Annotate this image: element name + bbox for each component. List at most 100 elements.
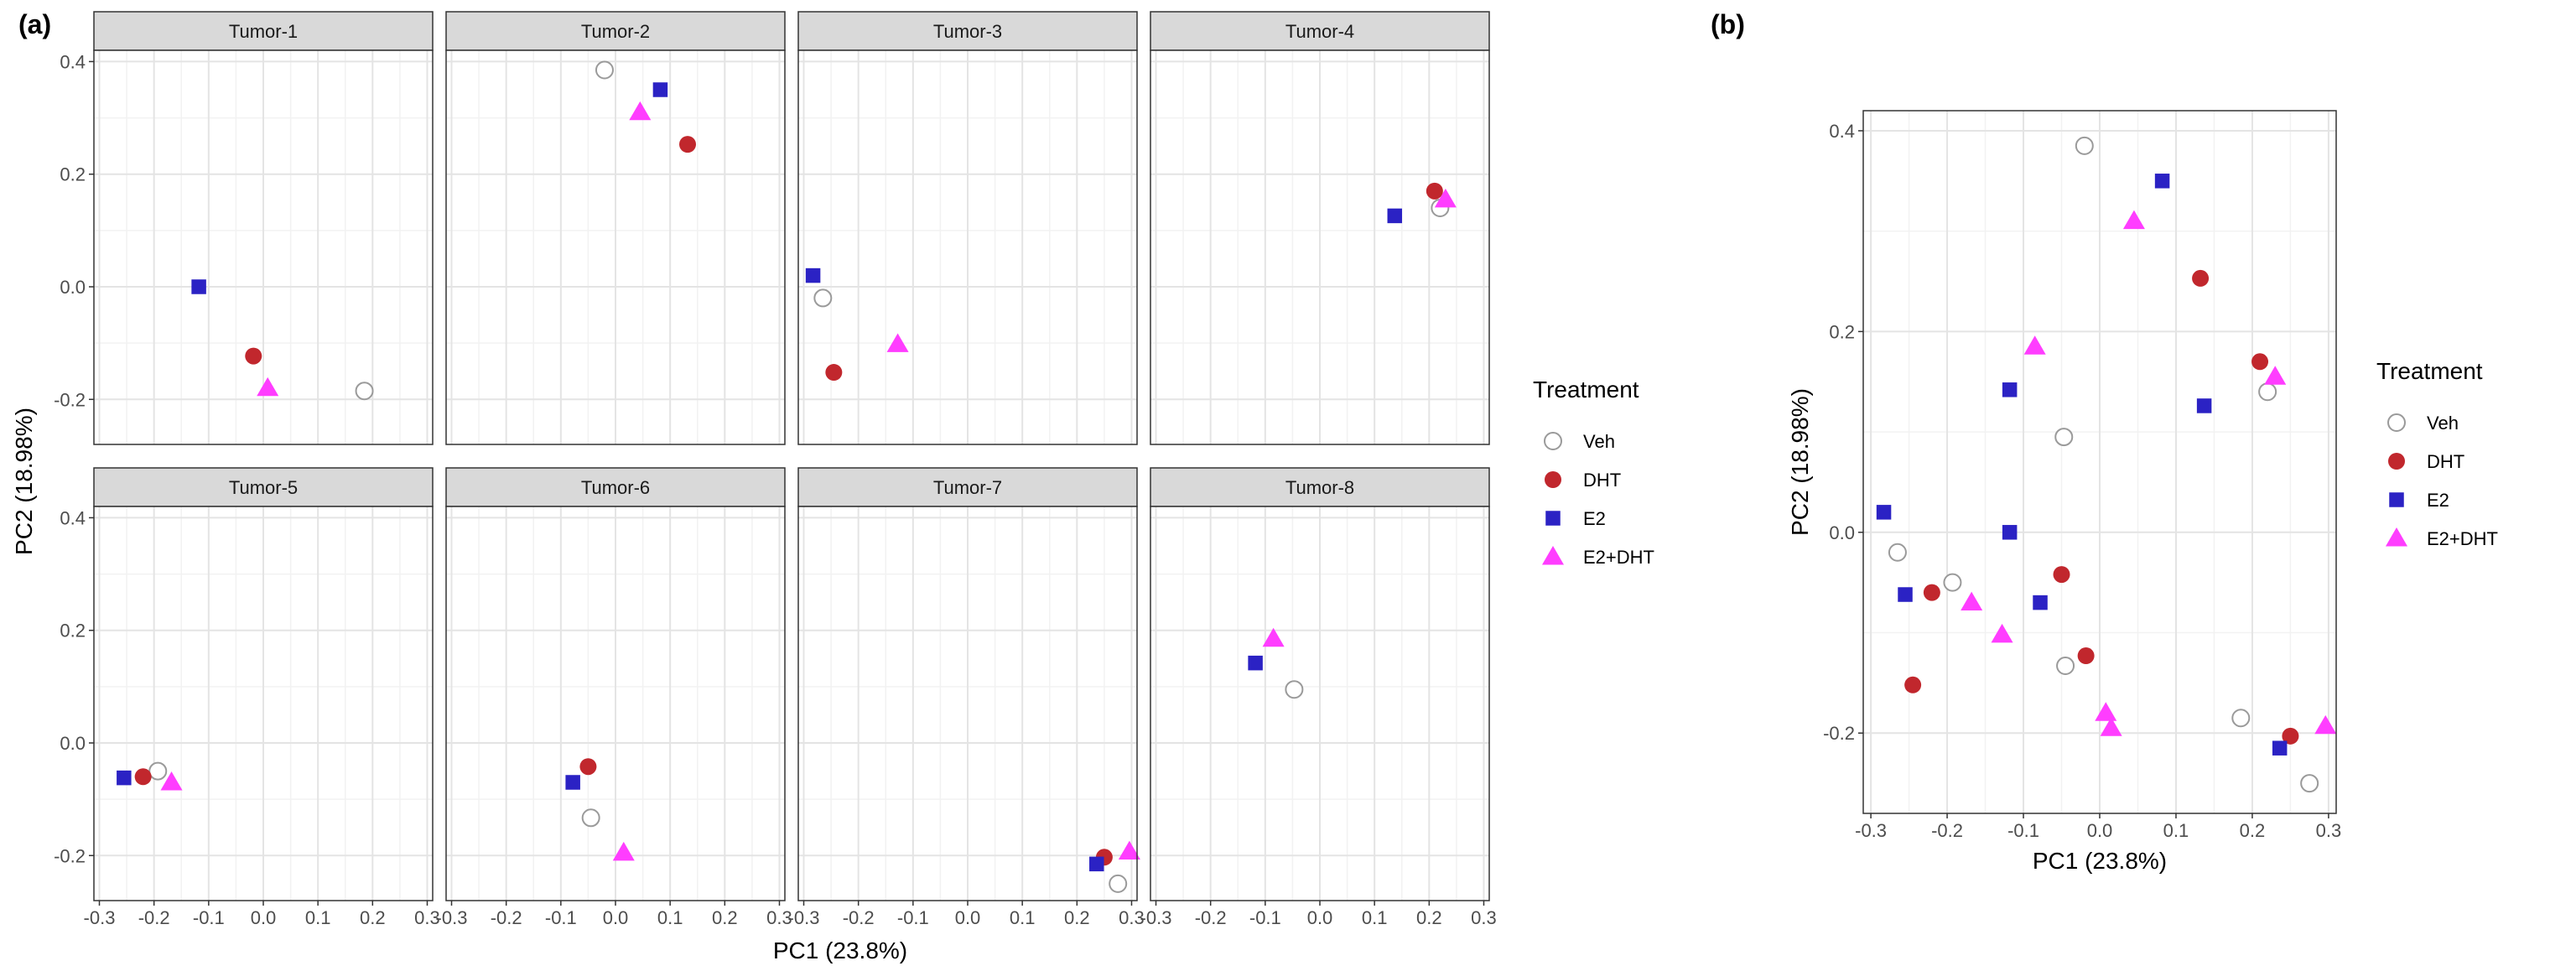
point-veh	[1109, 874, 1128, 893]
point-dht	[134, 768, 152, 786]
x-tick-label: -0.1	[193, 907, 225, 928]
point-e2	[1898, 587, 1913, 602]
point-e2-dht	[1118, 840, 1140, 860]
panel-b-tag: (b)	[1711, 9, 1745, 39]
point-e2	[2272, 740, 2288, 756]
point-veh	[1888, 543, 1907, 562]
x-tick-label: 0.3	[1471, 907, 1497, 928]
point-e2	[1876, 505, 1892, 520]
point-veh	[813, 288, 833, 308]
point-veh	[2300, 774, 2319, 793]
x-tick-label: -0.3	[1855, 820, 1887, 841]
point-e2	[2196, 398, 2212, 413]
facet-tumor-7: Tumor-7 -0.3 -0.2 -0.1 0.0 0.1 0.2 0.3	[788, 467, 1145, 928]
legend-label: DHT	[2427, 451, 2464, 472]
point-e2	[2002, 525, 2018, 540]
legend-title: Treatment	[1533, 377, 1639, 402]
point-veh	[1285, 680, 1304, 699]
x-tick-label: 0.3	[2316, 820, 2342, 841]
x-tick-label: -0.2	[491, 907, 522, 928]
x-tick-label: 0.0	[1307, 907, 1333, 928]
x-tick-label: 0.1	[657, 907, 683, 928]
point-e2-dht	[2264, 366, 2287, 385]
facet-tumor-8: Tumor-8 -0.3 -0.2 -0.1 0.0 0.1 0.2 0.3	[1140, 467, 1497, 928]
x-tick-label: -0.1	[2007, 820, 2039, 841]
point-dht	[1904, 676, 1922, 693]
facet-tumor-2: Tumor-2	[445, 11, 786, 445]
point-dht	[579, 758, 597, 776]
y-tick-label: -0.2	[1823, 723, 1855, 744]
point-veh	[355, 382, 374, 401]
y-tick-label: 0.0	[1829, 522, 1855, 543]
facet-strip-label: Tumor-2	[581, 21, 650, 42]
facet-strip-label: Tumor-1	[229, 21, 298, 42]
x-tick-label: -0.2	[1931, 820, 1963, 841]
legend-a: Treatment Veh DHT E2 E2+DHT	[1533, 377, 1654, 568]
panel-a-tag: (a)	[18, 9, 51, 39]
facet-strip-label: Tumor-8	[1285, 477, 1354, 498]
point-e2-dht	[886, 333, 909, 352]
legend-key-e2	[1545, 511, 1561, 526]
point-e2-dht	[1961, 591, 1983, 611]
y-tick-label: -0.2	[54, 845, 86, 866]
x-tick-label: 0.1	[305, 907, 331, 928]
point-e2	[2033, 595, 2048, 610]
x-tick-label: 0.0	[251, 907, 277, 928]
point-e2	[1248, 655, 1263, 671]
point-e2-dht	[2023, 335, 2046, 355]
point-dht	[245, 347, 262, 365]
x-tick-label: -0.2	[1195, 907, 1227, 928]
legend-label: E2	[2427, 490, 2449, 511]
x-tick-label: 0.0	[603, 907, 629, 928]
x-tick-label: 0.3	[414, 907, 440, 928]
y-tick-label: 0.4	[60, 51, 86, 72]
y-axis-title: PC2 (18.98%)	[1787, 388, 1813, 536]
y-tick-label: 0.2	[1829, 321, 1855, 342]
point-veh	[2231, 709, 2251, 728]
facet-strip	[445, 467, 786, 507]
x-tick-label: 0.0	[955, 907, 981, 928]
facet-strip-label: Tumor-7	[933, 477, 1002, 498]
x-tick-label: 0.1	[1010, 907, 1036, 928]
facet-strip-label: Tumor-6	[581, 477, 650, 498]
x-tick-label: 0.1	[1362, 907, 1388, 928]
panel-a: (a) Tumor-1 -0.2 0.0 0.2 0.4 Tumor-2 Tumor-3 Tum…	[11, 9, 1497, 963]
x-tick-label: 0.2	[1064, 907, 1090, 928]
point-dht	[679, 136, 697, 153]
legend-label: E2	[1583, 508, 1606, 529]
point-veh	[595, 60, 614, 80]
facet-border	[93, 49, 434, 445]
point-dht	[2077, 647, 2095, 665]
facet-tumor-1: Tumor-1 -0.2 0.0 0.2 0.4	[54, 11, 434, 445]
y-tick-label: 0.0	[60, 277, 86, 298]
y-axis-title: PC2 (18.98%)	[11, 408, 37, 555]
x-tick-label: 0.0	[2087, 820, 2113, 841]
y-tick-label: 0.0	[60, 733, 86, 754]
x-tick-label: 0.2	[712, 907, 738, 928]
point-veh	[581, 808, 600, 828]
facet-strip	[1150, 11, 1490, 51]
facet-strip	[797, 11, 1138, 51]
facet-strip-label: Tumor-5	[229, 477, 298, 498]
facet-tumor-6: Tumor-6 -0.3 -0.2 -0.1 0.0 0.1 0.2 0.3	[436, 467, 792, 928]
facet-tumor-4: Tumor-4	[1150, 11, 1490, 445]
point-e2	[191, 279, 206, 294]
x-tick-label: -0.3	[84, 907, 116, 928]
legend-key-e2-dht	[1541, 545, 1565, 565]
point-veh	[2054, 428, 2074, 447]
x-tick-label: -0.2	[138, 907, 170, 928]
facet-strip-label: Tumor-4	[1285, 21, 1354, 42]
legend-label: E2+DHT	[1583, 547, 1654, 568]
point-veh	[2075, 136, 2094, 155]
y-tick-label: 0.2	[60, 164, 86, 185]
legend-label: Veh	[1583, 431, 1615, 452]
point-dht	[1923, 584, 1940, 601]
point-e2-dht	[1434, 188, 1457, 208]
legend-key-veh	[1544, 432, 1562, 450]
facet-strip	[1150, 467, 1490, 507]
facet-tumor-3: Tumor-3	[797, 11, 1138, 445]
x-tick-label: -0.3	[1140, 907, 1172, 928]
x-axis-title: PC1 (23.8%)	[2033, 848, 2167, 874]
legend-key-dht	[1545, 471, 1561, 488]
point-e2-dht	[1262, 627, 1285, 647]
